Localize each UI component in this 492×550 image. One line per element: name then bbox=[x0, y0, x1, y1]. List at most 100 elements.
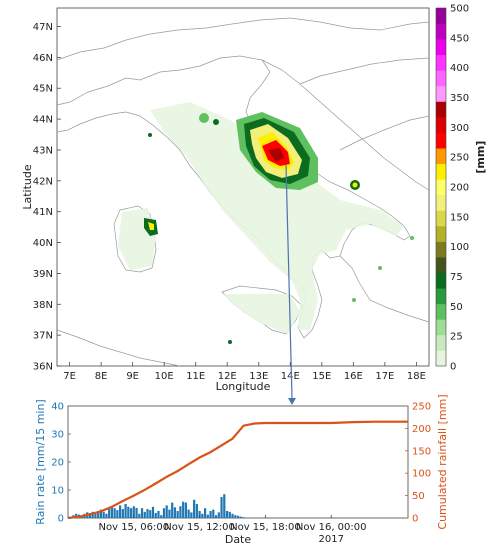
rain-rate-bar bbox=[193, 499, 196, 518]
rain-rate-bar bbox=[154, 512, 157, 518]
map-y-tick-label: 46N bbox=[33, 53, 53, 64]
rain-rate-bar bbox=[132, 506, 135, 518]
map-x-tick-label: 12E bbox=[218, 371, 237, 382]
rain-rate-bar bbox=[113, 508, 116, 518]
colorbar-tick-label: 350 bbox=[450, 93, 469, 104]
colorbar-tick-label: 450 bbox=[450, 33, 469, 44]
colorbar-segment bbox=[436, 8, 446, 24]
colorbar-segment bbox=[436, 85, 446, 102]
map-x-tick-label: 11E bbox=[186, 371, 205, 382]
ts-x-tick-label: Nov 15, 12:00 bbox=[164, 522, 235, 533]
map-x-tick-label: 17E bbox=[375, 371, 394, 382]
colorbar-segment bbox=[436, 272, 446, 289]
rain-rate-bar bbox=[121, 509, 124, 518]
rain-rate-bar bbox=[220, 497, 223, 518]
ts-y2-label: Cumulated rainfall [mm] bbox=[436, 394, 449, 529]
colorbar-segment bbox=[436, 116, 446, 133]
map-x-tick-label: 15E bbox=[312, 371, 331, 382]
colorbar-segment bbox=[436, 241, 446, 258]
colorbar-segment bbox=[436, 210, 446, 227]
ts-y2-tick-label: 200 bbox=[412, 424, 431, 435]
ts-y2-tick-label: 50 bbox=[412, 491, 425, 502]
map-x-tick-label: 16E bbox=[344, 371, 363, 382]
rain-rate-bar bbox=[108, 509, 111, 518]
rain-rate-bar bbox=[75, 513, 78, 518]
rain-rate-bar bbox=[179, 506, 182, 518]
colorbar: 0 25 50 75 100 150 200 250 300 350 400 450 500 bbox=[435, 4, 469, 373]
rain-rate-bar bbox=[234, 515, 237, 518]
map-y-tick-label: 40N bbox=[33, 238, 53, 249]
rain-rate-bar bbox=[94, 513, 97, 518]
colorbar-segment bbox=[436, 132, 446, 149]
colorbar-segment bbox=[436, 101, 446, 118]
map-y-tick-label: 45N bbox=[33, 84, 53, 95]
rainfall-field bbox=[118, 102, 414, 344]
colorbar-segment bbox=[436, 163, 446, 180]
rain-rate-bar bbox=[110, 506, 113, 518]
rain-rate-bar bbox=[168, 509, 171, 518]
map-y-tick-label: 37N bbox=[33, 331, 53, 342]
map-ticks: 7E 8E 9E 10E 11E 12E 13E 14E 15E 16E 17E 18E 36N 37N 3… bbox=[33, 22, 426, 382]
colorbar-tick-label: 75 bbox=[450, 272, 463, 283]
rain-rate-bar bbox=[127, 506, 130, 518]
rain-rate-bar bbox=[171, 502, 174, 518]
colorbar-segment bbox=[436, 23, 446, 40]
colorbar-tick-label: 25 bbox=[450, 332, 463, 343]
rain-rate-bar bbox=[162, 508, 166, 518]
rain-rate-bar bbox=[203, 508, 207, 518]
ts-y-tick-label: 20 bbox=[51, 458, 64, 469]
rain-rate-bar bbox=[184, 502, 188, 518]
map-x-tick-label: 8E bbox=[95, 371, 108, 382]
ts-x-tick-label: Nov 15, 18:00 bbox=[230, 522, 301, 533]
ts-x-tick-label: Nov 16, 00:00 bbox=[296, 522, 367, 533]
rain-rate-bar bbox=[201, 513, 204, 518]
colorbar-segment bbox=[436, 288, 446, 305]
map-y-tick-label: 44N bbox=[33, 115, 53, 126]
rain-rate-bar bbox=[157, 511, 160, 518]
rain-rate-bar bbox=[225, 511, 229, 518]
map-y-tick-label: 41N bbox=[33, 207, 53, 218]
rain-rate-bar bbox=[102, 511, 105, 518]
rain-rate-bar bbox=[149, 510, 152, 518]
rain-rate-bar bbox=[231, 513, 234, 518]
rain-rate-bar bbox=[217, 512, 220, 518]
map-x-tick-label: 18E bbox=[407, 371, 426, 382]
colorbar-segment bbox=[436, 39, 446, 56]
colorbar-tick-label: 50 bbox=[450, 302, 463, 313]
rain-rate-bar bbox=[236, 515, 240, 518]
rain-rate-bar bbox=[195, 504, 198, 518]
map-y-tick-label: 39N bbox=[33, 269, 53, 280]
rain-rate-bar bbox=[214, 515, 218, 518]
ts-x-label: Date bbox=[225, 533, 252, 546]
rain-rate-bar bbox=[242, 517, 245, 518]
colorbar-segment bbox=[436, 179, 446, 196]
map-x-tick-label: 10E bbox=[155, 371, 174, 382]
rain-rate-bar bbox=[140, 508, 144, 518]
rain-rate-bar bbox=[91, 511, 94, 518]
colorbar-tick-label: 250 bbox=[450, 153, 469, 164]
ts-y-tick-label: 40 bbox=[51, 402, 64, 413]
rain-rate-bars bbox=[69, 494, 245, 518]
colorbar-segment bbox=[436, 334, 446, 351]
rain-rate-bar bbox=[151, 506, 155, 518]
rain-rate-bar bbox=[118, 505, 122, 518]
colorbar-segment bbox=[436, 303, 446, 320]
colorbar-segment bbox=[436, 225, 446, 242]
rain-rate-bar bbox=[99, 509, 103, 518]
map-x-label: Longitude bbox=[216, 380, 271, 393]
rain-rate-bar bbox=[198, 511, 201, 518]
map-x-tick-label: 9E bbox=[126, 371, 139, 382]
rain-rate-bar bbox=[135, 507, 138, 518]
map-x-tick-label: 14E bbox=[281, 371, 300, 382]
ts-x-tick-label: Nov 15, 06:00 bbox=[99, 522, 170, 533]
map-y-tick-label: 43N bbox=[33, 145, 53, 156]
ts-y-label: Rain rate [mm/15 min] bbox=[34, 399, 47, 524]
rain-rate-bar bbox=[165, 505, 168, 518]
colorbar-label: [mm] bbox=[474, 141, 487, 174]
rain-rate-bar bbox=[97, 511, 100, 518]
ts-y2-tick-label: 100 bbox=[412, 469, 431, 480]
rain-rate-bar bbox=[129, 508, 133, 518]
